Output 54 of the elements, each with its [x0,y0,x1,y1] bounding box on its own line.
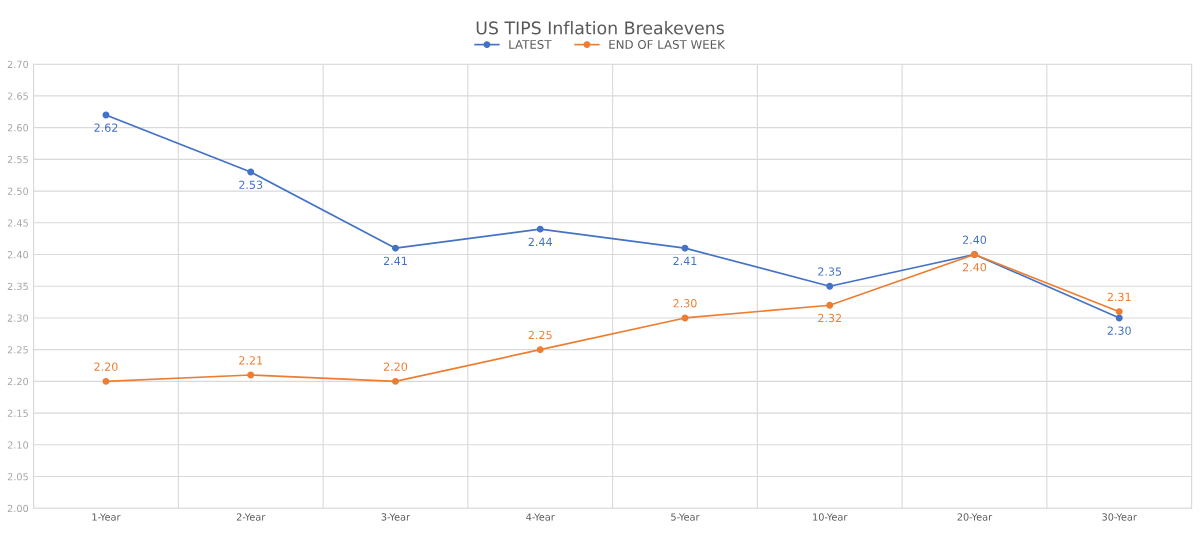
x-tick-label: 30-Year [1102,513,1137,521]
point [1115,314,1123,322]
x-tick-label: 20-Year [957,513,993,521]
data-label: 2.35 [818,267,842,276]
legend-label: END OF LAST WEEK [609,39,726,49]
x-tick-label: 2-Year [236,513,266,521]
x-tick-label: 1-Year [92,513,121,521]
y-tick-label: 2.60 [7,124,29,132]
data-label: 2.44 [528,237,552,246]
data-label: 2.62 [94,123,118,132]
y-tick-label: 2.45 [7,219,28,227]
data-label: 2.30 [1107,326,1131,335]
point [826,282,834,290]
point [826,301,834,309]
data-label: 2.20 [94,362,118,371]
y-tick-label: 2.00 [7,504,29,513]
y-tick-label: 2.50 [7,187,29,195]
x-tick-label: 4-Year [526,513,555,521]
y-tick-label: 2.10 [7,441,29,449]
legend-label: LATEST [509,39,552,49]
point [681,244,689,252]
data-label: 2.41 [673,256,697,265]
point [536,346,544,354]
y-tick-label: 2.30 [7,314,29,322]
data-label: 2.21 [239,356,263,365]
point [392,244,399,252]
y-tick-label: 2.05 [7,473,28,481]
data-label: 2.32 [818,313,841,323]
y-tick-label: 2.70 [7,60,29,69]
y-tick-label: 2.40 [7,250,29,259]
x-tick-label: 10-Year [813,513,848,521]
chart-title: US TIPS Inflation Breakevens [476,21,724,35]
point [1115,308,1123,316]
point [102,377,110,385]
y-tick-label: 2.55 [7,155,28,164]
data-label: 2.53 [239,180,263,189]
data-label: 2.40 [962,235,987,245]
point [536,225,544,233]
data-label: 2.30 [673,299,697,308]
point [247,371,255,379]
y-tick-label: 2.25 [7,346,28,354]
y-tick-label: 2.15 [7,409,28,417]
x-tick-label: 5-Year [671,513,700,521]
data-label: 2.41 [383,256,407,265]
data-label: 2.31 [1107,292,1131,302]
data-label: 2.25 [528,330,552,340]
point [392,377,399,385]
x-tick-label: 3-Year [381,513,411,521]
y-tick-label: 2.65 [7,92,28,100]
data-label: 2.40 [962,263,987,272]
y-tick-label: 2.20 [7,377,29,386]
point [247,168,255,176]
y-tick-label: 2.35 [7,282,28,291]
data-label: 2.20 [383,362,408,371]
